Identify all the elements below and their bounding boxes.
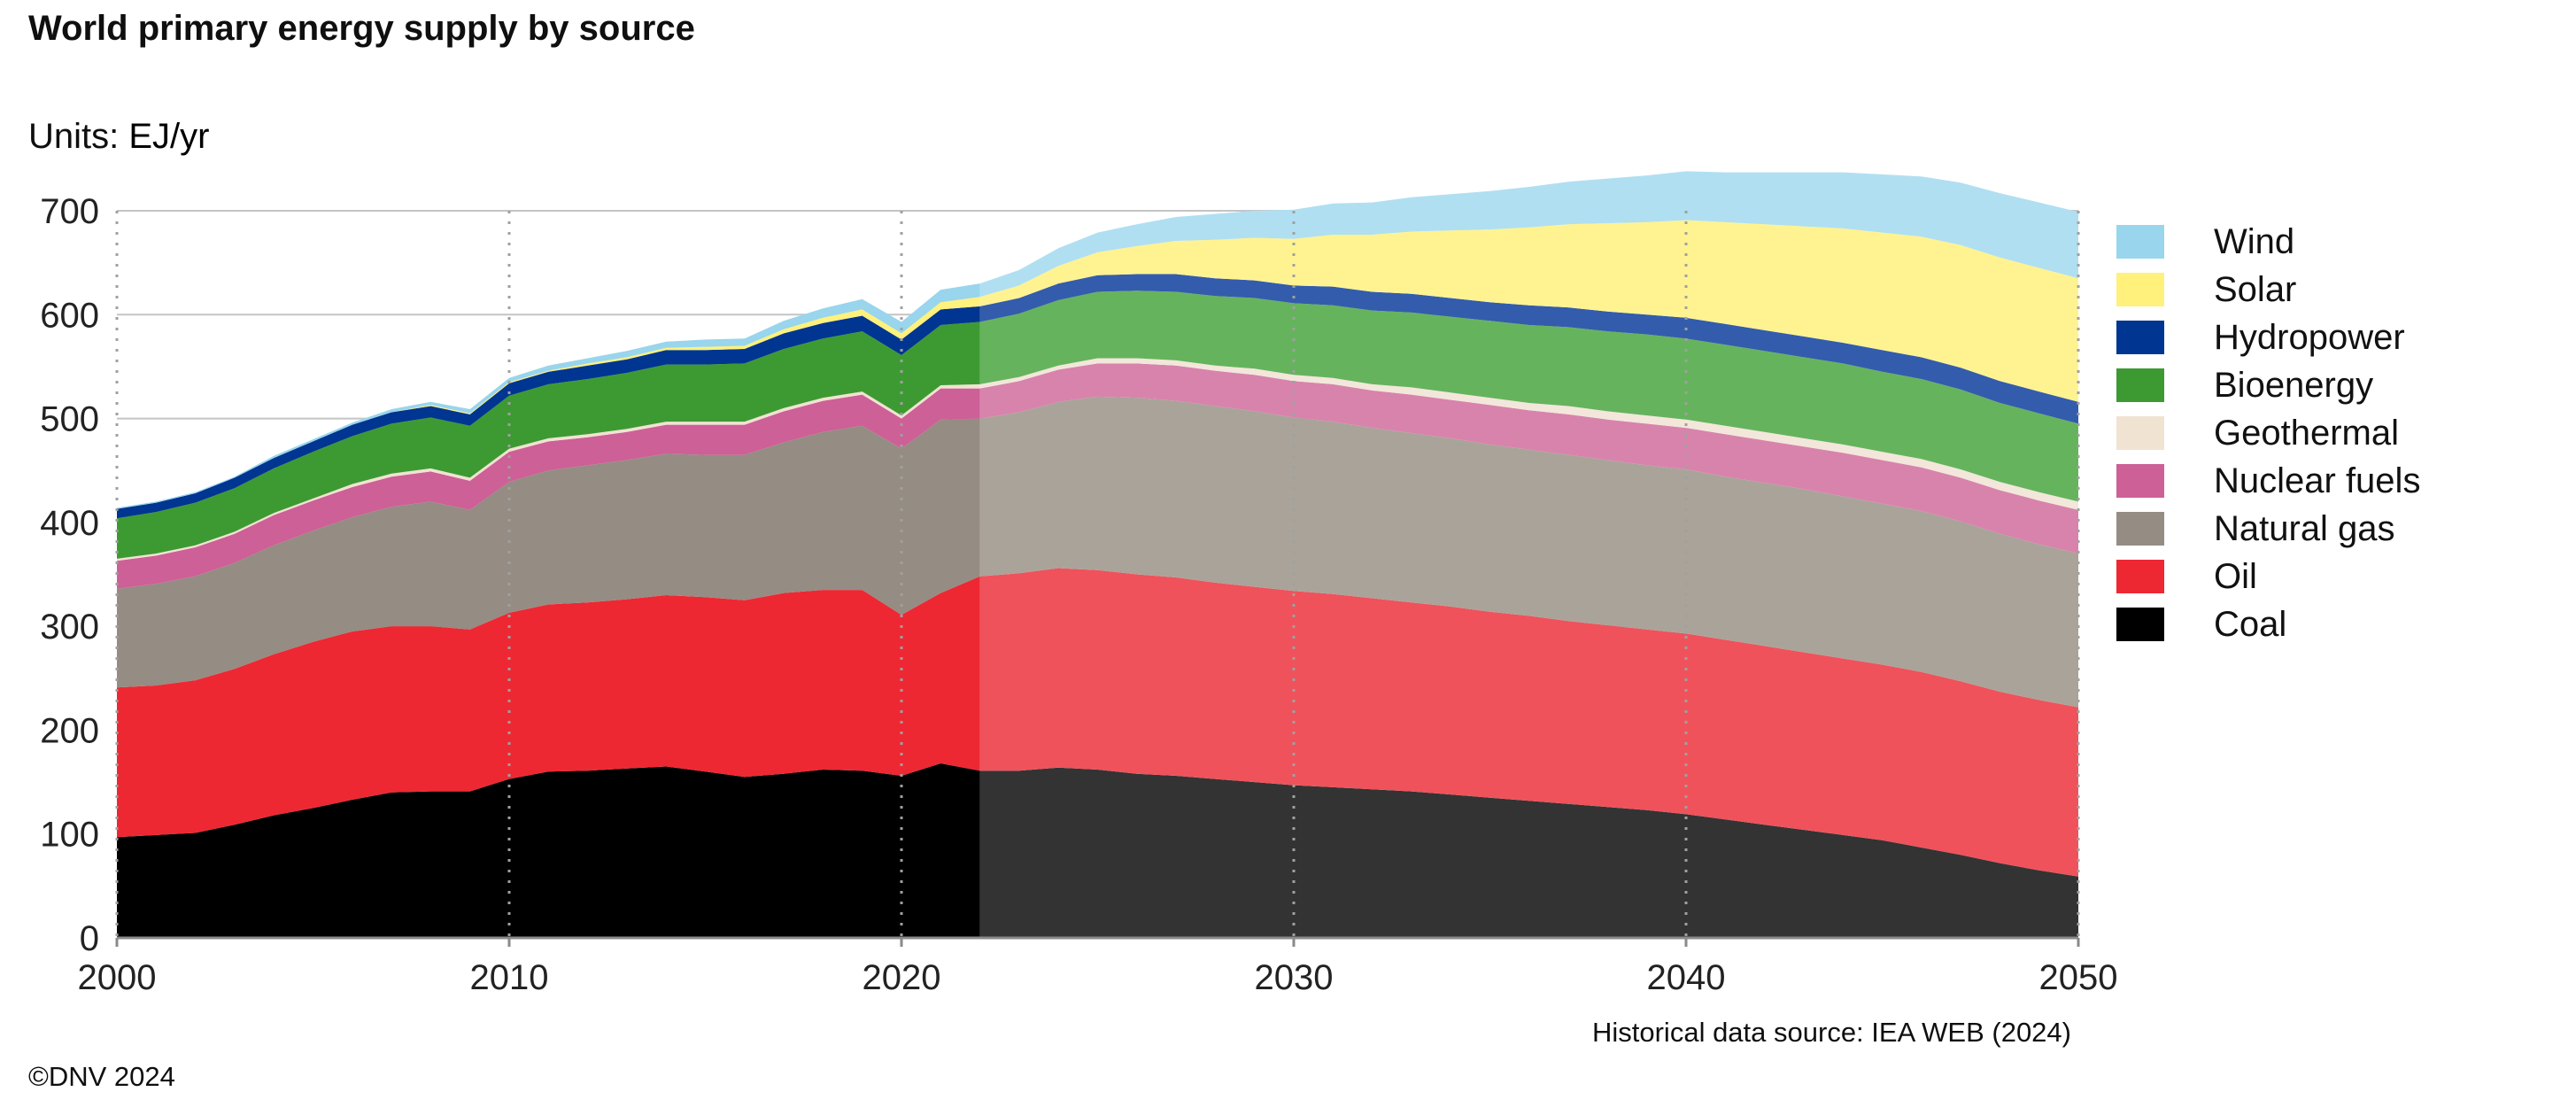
legend-label-hydropower: Hydropower bbox=[2214, 317, 2405, 357]
y-tick-label-300: 300 bbox=[40, 608, 99, 647]
area-coal-forecast bbox=[979, 767, 2078, 938]
legend-item-oil: Oil bbox=[2116, 553, 2420, 600]
x-tick-labels: 2000 2010 2020 2030 2040 2050 bbox=[78, 958, 2118, 997]
legend-swatch-oil bbox=[2116, 560, 2164, 593]
y-tick-label-0: 0 bbox=[80, 919, 99, 958]
legend-label-solar: Solar bbox=[2214, 269, 2297, 309]
units-value: EJ/yr bbox=[128, 117, 210, 156]
legend-item-nuclear-fuels: Nuclear fuels bbox=[2116, 457, 2420, 505]
legend-label-wind: Wind bbox=[2214, 221, 2295, 261]
x-tick-label-2040: 2040 bbox=[1647, 958, 1726, 997]
y-tick-label-400: 400 bbox=[40, 504, 99, 543]
area-oil-historical bbox=[117, 576, 980, 838]
legend-swatch-bioenergy bbox=[2116, 368, 2164, 402]
axes bbox=[115, 936, 2080, 947]
legend-label-bioenergy: Bioenergy bbox=[2214, 365, 2374, 405]
y-tick-labels: 0 100 200 300 400 500 600 700 bbox=[40, 192, 99, 958]
area-geothermal-historical bbox=[117, 383, 980, 561]
vertical-gridlines bbox=[115, 211, 2080, 938]
legend-swatch-wind bbox=[2116, 225, 2164, 259]
area-solar-forecast bbox=[979, 220, 2078, 402]
legend-label-coal: Coal bbox=[2214, 604, 2287, 644]
area-oil-forecast bbox=[979, 568, 2078, 877]
area-bioenergy-historical bbox=[117, 321, 980, 559]
legend-item-geothermal: Geothermal bbox=[2116, 409, 2420, 457]
legend-item-wind: Wind bbox=[2116, 218, 2420, 266]
legend-swatch-coal bbox=[2116, 608, 2164, 641]
area-wind-forecast bbox=[979, 171, 2078, 298]
legend: Wind Solar Hydropower Bioenergy Geothermal Nu… bbox=[2116, 218, 2420, 648]
area-coal-historical bbox=[117, 763, 980, 938]
legend-swatch-hydropower bbox=[2116, 321, 2164, 354]
x-tick-label-2010: 2010 bbox=[470, 958, 549, 997]
area-natural-gas-forecast bbox=[979, 396, 2078, 708]
y-tick-label-600: 600 bbox=[40, 296, 99, 335]
source-note: Historical data source: IEA WEB (2024) bbox=[1591, 1017, 2071, 1048]
legend-swatch-geothermal bbox=[2116, 416, 2164, 450]
x-tick-label-2000: 2000 bbox=[78, 958, 157, 997]
legend-item-coal: Coal bbox=[2116, 600, 2420, 648]
area-hydropower-forecast bbox=[979, 274, 2078, 424]
y-tick-label-700: 700 bbox=[40, 192, 99, 231]
area-bioenergy-forecast bbox=[979, 290, 2078, 502]
area-series bbox=[117, 171, 2078, 938]
units-prefix: Units: bbox=[28, 117, 120, 156]
area-natural-gas-historical bbox=[117, 418, 980, 688]
legend-swatch-natural-gas bbox=[2116, 512, 2164, 546]
legend-swatch-nuclear-fuels bbox=[2116, 464, 2164, 498]
area-nuclear-fuels-historical bbox=[117, 388, 980, 589]
legend-item-natural-gas: Natural gas bbox=[2116, 505, 2420, 553]
area-nuclear-fuels-forecast bbox=[979, 363, 2078, 554]
y-tick-label-500: 500 bbox=[40, 400, 99, 439]
chart-title: World primary energy supply by source bbox=[28, 9, 695, 48]
x-tick-label-2030: 2030 bbox=[1255, 958, 1334, 997]
legend-item-bioenergy: Bioenergy bbox=[2116, 361, 2420, 409]
legend-swatch-solar bbox=[2116, 273, 2164, 306]
copyright: ©DNV 2024 bbox=[28, 1061, 175, 1092]
legend-label-nuclear-fuels: Nuclear fuels bbox=[2214, 461, 2421, 500]
y-tick-label-200: 200 bbox=[40, 711, 99, 750]
legend-label-natural-gas: Natural gas bbox=[2214, 508, 2395, 548]
y-tick-label-100: 100 bbox=[40, 816, 99, 855]
legend-label-oil: Oil bbox=[2214, 556, 2257, 596]
legend-item-hydropower: Hydropower bbox=[2116, 314, 2420, 361]
legend-label-geothermal: Geothermal bbox=[2214, 413, 2399, 453]
x-tick-label-2020: 2020 bbox=[863, 958, 941, 997]
x-tick-label-2050: 2050 bbox=[2039, 958, 2118, 997]
legend-item-solar: Solar bbox=[2116, 266, 2420, 314]
units-label: Units: EJ/yr bbox=[28, 117, 210, 157]
area-hydropower-historical bbox=[117, 306, 980, 519]
